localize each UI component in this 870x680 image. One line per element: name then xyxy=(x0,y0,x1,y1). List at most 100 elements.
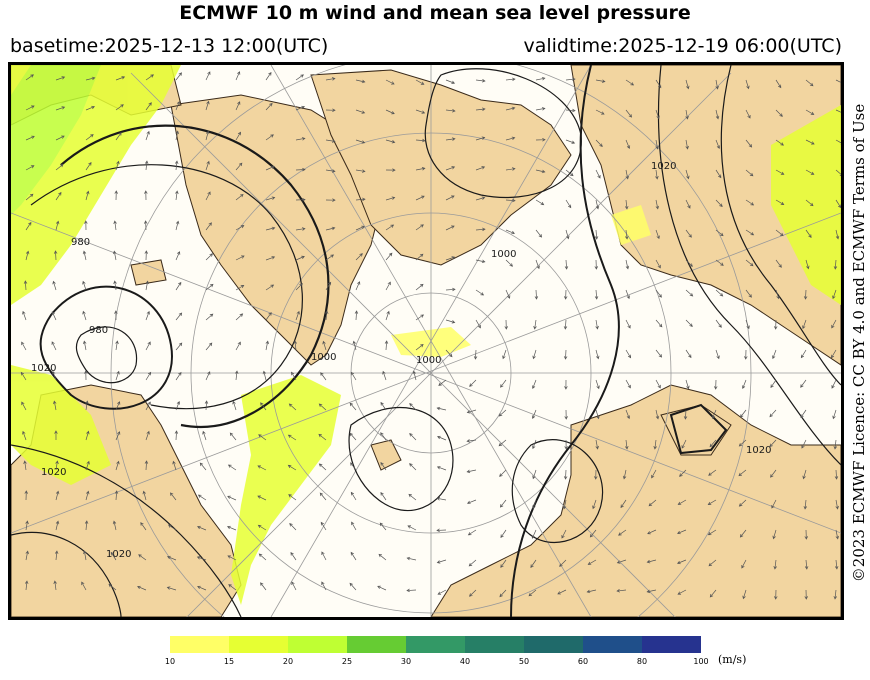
wind-arrow xyxy=(677,499,687,505)
isobar-greenland-1 xyxy=(60,124,330,428)
wind-arrow xyxy=(595,349,600,360)
wind-arrow xyxy=(415,79,425,85)
wind-arrow xyxy=(349,432,357,441)
wind-arrow xyxy=(350,551,357,561)
isobar-label: 1020 xyxy=(746,445,771,456)
wind-arrow xyxy=(475,107,486,111)
wind-arrow xyxy=(25,250,30,261)
wind-arrow xyxy=(55,520,60,531)
wind-arrow xyxy=(653,439,657,450)
wind-arrow xyxy=(174,430,179,441)
wind-arrow xyxy=(385,109,395,115)
colorbar-tick-label: 20 xyxy=(282,657,294,666)
wind-arrow xyxy=(415,195,425,201)
wind-arrow xyxy=(744,349,748,360)
wind-arrow xyxy=(227,495,237,501)
wind-arrow xyxy=(655,319,663,328)
wind-arrow xyxy=(685,289,694,297)
wind-arrow xyxy=(595,379,600,390)
wind-arrow xyxy=(85,161,92,171)
wind-arrow xyxy=(769,439,777,448)
wind-arrow xyxy=(835,529,840,540)
map-canvas: 980 980 1000 1000 1000 1020 1020 1020 10… xyxy=(11,65,841,617)
wind-arrow xyxy=(257,465,267,471)
isobar-east-1 xyxy=(657,65,841,466)
wind-arrow xyxy=(385,224,395,231)
weather-map[interactable]: 980 980 1000 1000 1000 1020 1020 1020 10… xyxy=(8,62,844,620)
wind-arrow xyxy=(475,79,486,83)
wind-arrow xyxy=(685,259,693,267)
wind-arrow xyxy=(835,139,841,145)
wind-arrow xyxy=(587,559,597,565)
wind-arrow xyxy=(169,492,177,501)
wind-arrow xyxy=(677,589,687,595)
wind-arrow xyxy=(260,582,267,591)
isobar-label: 1020 xyxy=(31,363,56,374)
wind-arrow xyxy=(265,284,275,291)
wind-arrow xyxy=(291,371,297,381)
wind-arrow xyxy=(740,409,747,418)
wind-arrow xyxy=(564,439,568,450)
siberia-land xyxy=(570,65,841,366)
license-text: ©2023 ECMWF Licence: CC BY 4.0 and ECMWF… xyxy=(850,103,868,582)
wind-arrow xyxy=(24,580,29,591)
wind-arrow xyxy=(318,463,327,471)
wind-arrow xyxy=(115,340,119,351)
wind-arrow xyxy=(625,349,632,359)
wind-arrow xyxy=(773,319,778,330)
colorbar-tick-label: 15 xyxy=(223,657,235,666)
wind-arrow xyxy=(380,491,387,501)
wind-arrow xyxy=(532,349,537,360)
wind-arrow xyxy=(708,469,717,476)
wind-arrow xyxy=(409,433,417,441)
wind-arrow xyxy=(800,349,807,359)
wind-arrow xyxy=(412,370,417,381)
wind-arrow xyxy=(565,229,570,240)
wind-arrow xyxy=(835,229,840,240)
wind-arrow xyxy=(265,312,272,321)
wind-arrow xyxy=(714,379,718,390)
wind-arrow xyxy=(565,169,574,177)
wind-arrow xyxy=(23,280,28,291)
wind-arrow xyxy=(772,529,777,540)
wind-arrow xyxy=(115,401,121,411)
wind-arrow xyxy=(291,581,297,591)
isobar-low-west-inner xyxy=(75,326,138,384)
wind-arrow xyxy=(325,226,336,231)
wind-arrow xyxy=(115,370,120,381)
wind-arrow xyxy=(745,319,750,330)
wind-arrow xyxy=(802,469,807,480)
wind-arrow xyxy=(288,403,297,411)
wind-arrow xyxy=(622,469,627,480)
wind-arrow xyxy=(197,525,207,531)
wind-arrow xyxy=(655,349,663,358)
wind-arrow xyxy=(715,319,722,328)
wind-arrow xyxy=(112,520,117,531)
wind-arrow xyxy=(25,520,29,531)
wind-arrow xyxy=(355,253,363,261)
wind-arrow xyxy=(235,131,241,141)
wind-arrow xyxy=(351,521,357,531)
wind-arrow xyxy=(205,191,211,201)
wind-arrow xyxy=(25,105,35,111)
wind-arrow xyxy=(467,529,477,536)
wind-arrow xyxy=(115,460,120,471)
wind-arrow xyxy=(85,400,89,411)
wind-arrow xyxy=(349,582,357,591)
wind-arrow xyxy=(835,199,841,209)
wind-arrow xyxy=(235,71,241,81)
wind-arrow xyxy=(801,439,807,449)
wind-arrow xyxy=(55,220,60,231)
wind-arrow xyxy=(115,160,120,171)
wind-arrow xyxy=(350,491,357,501)
wind-arrow xyxy=(197,585,207,591)
colorbar-segment xyxy=(288,636,347,653)
wind-arrow xyxy=(257,524,267,531)
wind-arrow xyxy=(466,409,477,414)
wind-arrow xyxy=(565,139,576,144)
wind-arrow xyxy=(349,402,357,411)
wind-arrow xyxy=(84,370,88,381)
wind-arrow xyxy=(84,520,89,531)
wind-arrow xyxy=(805,199,814,207)
wind-arrow xyxy=(646,589,657,594)
